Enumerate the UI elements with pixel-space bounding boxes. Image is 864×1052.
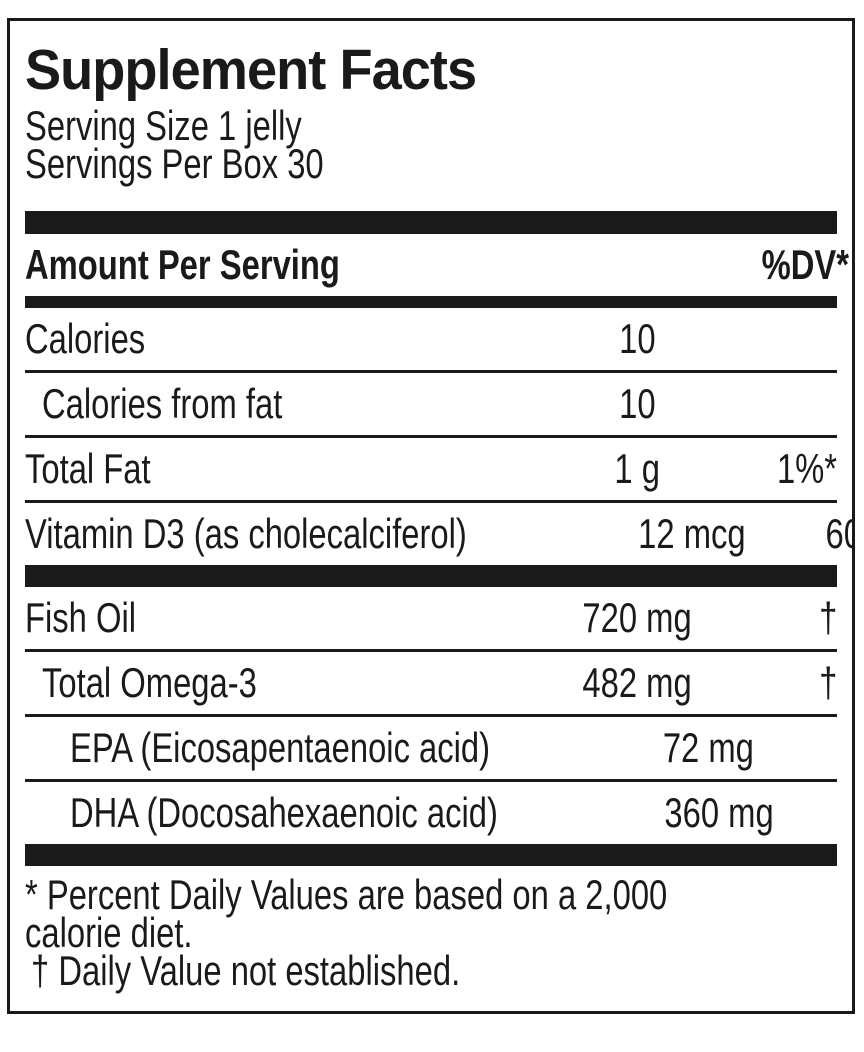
nutrient-name: Calories xyxy=(25,315,146,362)
footnotes: * Percent Daily Values are based on a 2,… xyxy=(25,866,837,994)
nutrient-row-total-omega-3: Total Omega-3 482 mg † xyxy=(25,649,837,714)
thick-separator-bar xyxy=(25,211,837,234)
nutrient-dv: † xyxy=(818,594,837,641)
nutrient-amount: 720 mg xyxy=(582,594,692,641)
nutrient-amount: 72 mg xyxy=(663,724,755,771)
nutrient-dv: 1%* xyxy=(776,445,837,492)
amount-per-serving-header: Amount Per Serving xyxy=(25,241,340,288)
serving-info: Serving Size 1 jelly Servings Per Box 30 xyxy=(25,102,837,187)
nutrient-amount: 1 g xyxy=(614,445,660,492)
footnote-percent-dv-line1: * Percent Daily Values are based on a 2,… xyxy=(25,871,668,918)
nutrient-section-main: Calories 10 Calories from fat 10 Total F… xyxy=(25,308,852,565)
nutrient-row-fish-oil: Fish Oil 720 mg † xyxy=(25,587,837,649)
nutrient-name: EPA (Eicosapentaenoic acid) xyxy=(70,724,491,771)
thick-separator-bar xyxy=(25,844,837,866)
percent-dv-header: %DV* xyxy=(761,241,850,288)
nutrient-section-fish-oil: Fish Oil 720 mg † Total Omega-3 482 mg †… xyxy=(25,587,837,844)
nutrient-name: Total Fat xyxy=(25,445,151,492)
label-header: Supplement Facts Serving Size 1 jelly Se… xyxy=(25,21,837,187)
footnote-daily-value: † Daily Value not established. xyxy=(31,947,461,994)
nutrient-row-calories: Calories 10 xyxy=(25,308,837,370)
nutrient-amount: 12 mcg xyxy=(637,510,746,557)
nutrient-dv: 60% xyxy=(825,510,852,557)
nutrient-row-total-fat: Total Fat 1 g 1%* xyxy=(25,435,837,500)
nutrient-row-calories-from-fat: Calories from fat 10 xyxy=(25,370,837,435)
nutrient-row-epa: EPA (Eicosapentaenoic acid) 72 mg † xyxy=(25,714,837,779)
servings-per-box-text: Servings Per Box 30 xyxy=(25,140,324,187)
nutrient-dv: † xyxy=(818,659,837,706)
supplement-facts-label: Supplement Facts Serving Size 1 jelly Se… xyxy=(7,18,855,1014)
nutrient-amount: 10 xyxy=(618,380,656,427)
nutrient-amount: 360 mg xyxy=(663,789,774,836)
footnote-percent-dv-line2: calorie diet. xyxy=(25,909,193,956)
nutrient-name: Fish Oil xyxy=(25,594,137,641)
nutrient-row-vitamin-d3: Vitamin D3 (as cholecalciferol) 12 mcg 6… xyxy=(25,500,852,565)
nutrient-amount: 10 xyxy=(618,315,656,362)
nutrient-name: Vitamin D3 (as cholecalciferol) xyxy=(25,510,467,557)
nutrient-name: Calories from fat xyxy=(42,380,283,427)
nutrient-amount: 482 mg xyxy=(582,659,692,706)
nutrient-row-dha: DHA (Docosahexaenoic acid) 360 mg † xyxy=(25,779,837,844)
label-title: Supplement Facts xyxy=(25,38,477,102)
nutrient-name: DHA (Docosahexaenoic acid) xyxy=(70,789,498,836)
thick-separator-bar xyxy=(25,565,837,587)
medium-separator-bar xyxy=(25,296,837,308)
serving-size-text: Serving Size 1 jelly xyxy=(25,102,302,149)
nutrient-name: Total Omega-3 xyxy=(42,659,257,706)
column-header-row: Amount Per Serving %DV* xyxy=(25,234,849,296)
